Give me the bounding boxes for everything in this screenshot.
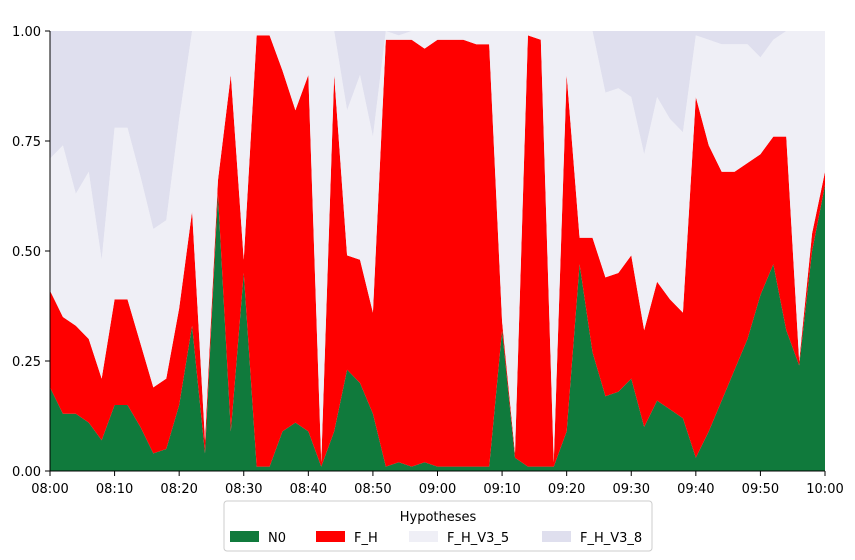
area-series-f-h [50,35,825,467]
area-series-f-h-v3-8 [50,31,825,260]
y-tick-label: 0.75 [12,135,41,150]
legend-label-f-h-v3-5: F_H_V3_5 [447,531,509,546]
legend-label-n0: N0 [268,531,286,546]
y-tick-label: 0.50 [12,245,41,260]
plot-area [50,31,825,471]
legend-swatch-f-h-v3-8 [542,531,571,542]
x-tick-label: 09:40 [677,482,714,497]
legend-swatch-f-h [316,531,345,542]
x-tick-label: 08:30 [225,482,262,497]
legend: Hypotheses N0 F_H F_H_V3_5 F_H_V3_8 [223,500,653,552]
legend-swatch-n0 [230,531,259,542]
x-tick-label: 08:50 [354,482,391,497]
axes: 08:00 08:10 08:20 08:30 08:40 08:50 09:00 09:10… [12,25,844,497]
x-tick-label: 09:10 [483,482,520,497]
x-ticks: 08:00 08:10 08:20 08:30 08:40 08:50 09:00 09:10… [31,471,844,497]
x-tick-label: 09:50 [742,482,779,497]
y-ticks: 0.00 0.25 0.50 0.75 1.00 [12,25,50,480]
area-series-f-h-v3-5 [50,31,825,463]
x-tick-label: 08:40 [290,482,327,497]
legend-title: Hypotheses [400,510,477,525]
legend-label-f-h: F_H [354,531,378,546]
x-tick-label: 08:00 [31,482,68,497]
x-tick-label: 09:30 [613,482,650,497]
legend-swatch-f-h-v3-5 [409,531,438,542]
y-tick-label: 0.25 [12,355,41,370]
legend-label-f-h-v3-8: F_H_V3_8 [580,531,642,546]
legend-items: N0 F_H F_H_V3_5 F_H_V3_8 [230,531,642,546]
x-tick-label: 09:20 [548,482,585,497]
x-tick-label: 08:20 [160,482,197,497]
y-tick-label: 1.00 [12,25,41,40]
y-tick-label: 0.00 [12,465,41,480]
x-tick-label: 09:00 [419,482,456,497]
x-tick-label: 08:10 [96,482,133,497]
area-series-n0 [50,185,825,471]
x-tick-label: 10:00 [806,482,843,497]
